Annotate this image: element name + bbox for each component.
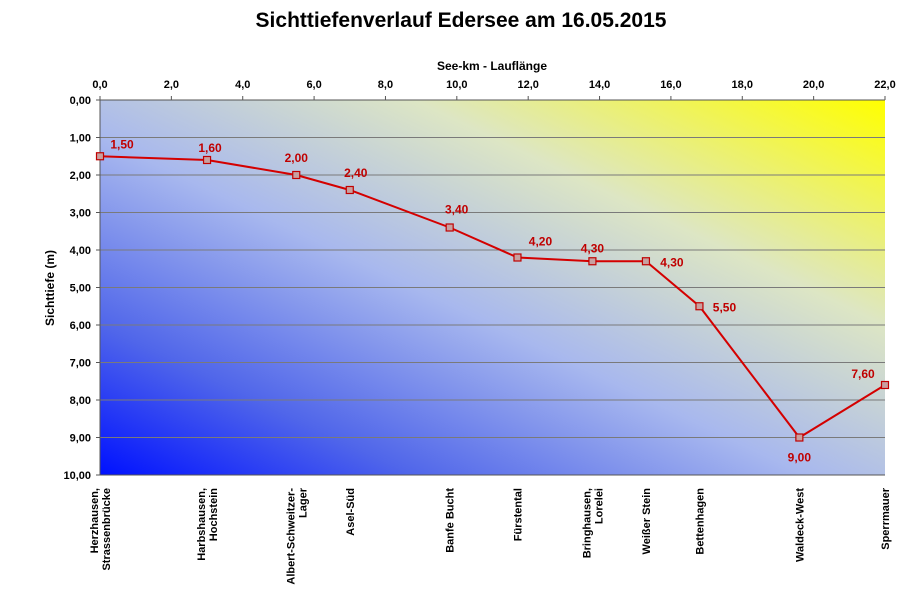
y-tick-label: 0,00 (70, 95, 91, 107)
x-tick-label: 22,0 (874, 79, 895, 91)
data-label: 5,50 (713, 300, 737, 314)
station-label: Weißer Stein (641, 488, 653, 555)
station-label: Banfe Bucht (445, 488, 457, 553)
y-tick-label: 9,00 (70, 433, 91, 445)
label-layer: Herzhausen,Strassenbrücke Harbshausen,Hoc… (89, 487, 892, 584)
x-tick-label: 18,0 (732, 79, 753, 91)
x-tick-label: 14,0 (589, 79, 610, 91)
station-label-line: Harbshausen, (196, 488, 208, 561)
y-tick-label: 7,00 (70, 358, 91, 370)
station-label-line: Hochstein (208, 488, 220, 541)
station-label: Bringhausen,Lorelei (581, 488, 605, 558)
data-point-marker (345, 185, 354, 195)
station-label-line: Lorelei (593, 488, 605, 524)
data-label: 1,50 (110, 137, 134, 151)
x-axis-title: See-km - Lauflänge (437, 59, 547, 73)
data-label: 4,30 (581, 241, 605, 255)
station-label: Waldeck-West (794, 488, 806, 562)
x-tick-label: 4,0 (235, 79, 250, 91)
data-label: 4,30 (660, 255, 684, 269)
y-tick-label: 10,00 (63, 470, 91, 482)
axis-layer: 0,00 1,00 2,00 3,00 4,00 5,00 6,00 7,00 8,00 9,00… (63, 79, 895, 482)
station-label-line: Waldeck-West (794, 488, 806, 562)
data-label: 7,60 (851, 367, 875, 381)
station-label: Harbshausen,Hochstein (196, 488, 220, 561)
station-label-line: Asel-Süd (345, 488, 357, 536)
y-axis-title: Sichttiefe (m) (43, 250, 57, 326)
x-tick-label: 8,0 (378, 79, 393, 91)
y-tick-label: 1,00 (70, 133, 91, 145)
y-tick-label: 5,00 (70, 283, 91, 295)
station-label-line: Lager (297, 487, 309, 518)
data-label: 4,20 (529, 235, 553, 249)
x-tick-label: 16,0 (660, 79, 681, 91)
station-label: Albert-Schweitzer-Lager (285, 487, 309, 584)
data-point-marker (95, 152, 105, 161)
series-layer: 1,50 1,60 2,00 2,40 3,40 4,20 4,30 4,30 5,50 9,00… (95, 137, 890, 465)
y-tick-label: 3,00 (70, 208, 91, 220)
data-point-marker (695, 302, 704, 311)
station-label-line: Sperrmauer (880, 487, 892, 549)
data-label: 3,40 (445, 203, 469, 217)
chart-title: Sichttiefenverlauf Edersee am 16.05.2015 (255, 9, 667, 32)
y-tick-label: 2,00 (70, 170, 91, 182)
station-label: Bettenhagen (694, 488, 706, 555)
x-tick-label: 10,0 (446, 79, 467, 91)
data-point-marker (795, 433, 804, 442)
x-tick-label: 0,0 (92, 79, 107, 91)
station-label-line: Bettenhagen (694, 488, 706, 555)
station-label: Asel-Süd (345, 488, 357, 536)
station-label-line: Fürstental (512, 488, 524, 541)
station-label: Sperrmauer (880, 487, 892, 549)
x-tick-label: 12,0 (517, 79, 538, 91)
data-point-marker (202, 155, 212, 165)
grid-layer (100, 137, 885, 438)
x-tick-label: 6,0 (306, 79, 321, 91)
data-label: 9,00 (788, 451, 812, 465)
x-tick-label: 20,0 (803, 79, 824, 91)
data-point-marker (880, 380, 890, 390)
y-tick-label: 6,00 (70, 320, 91, 332)
data-label: 1,60 (198, 141, 222, 155)
data-point-marker (641, 257, 651, 266)
data-point-marker (588, 257, 597, 266)
data-label: 2,40 (344, 166, 368, 180)
data-point-marker (292, 170, 301, 180)
station-label-line: Banfe Bucht (445, 488, 457, 553)
station-label: Herzhausen,Strassenbrücke (89, 488, 113, 571)
y-tick-label: 8,00 (70, 395, 91, 407)
station-label: Fürstental (512, 488, 524, 541)
data-point-marker (513, 253, 522, 262)
data-point-marker (445, 223, 454, 232)
station-label-line: Weißer Stein (641, 488, 653, 555)
station-label-line: Herzhausen, (89, 488, 101, 553)
station-label-line: Strassenbrücke (101, 488, 113, 571)
x-tick-label: 2,0 (164, 79, 179, 91)
data-label: 2,00 (285, 151, 309, 165)
station-label-line: Bringhausen, (581, 488, 593, 558)
y-tick-label: 4,00 (70, 245, 91, 257)
station-label-line: Albert-Schweitzer- (285, 488, 297, 585)
